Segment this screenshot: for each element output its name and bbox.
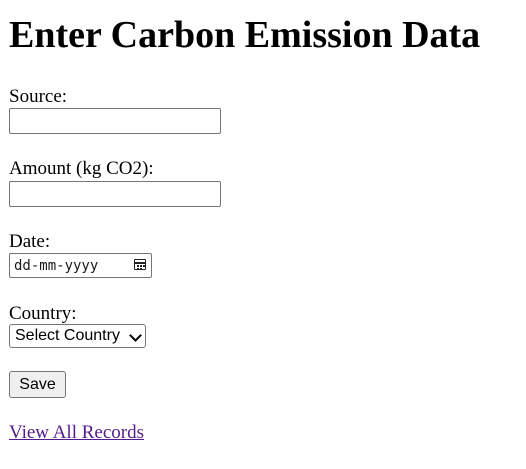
amount-input[interactable] bbox=[9, 181, 221, 207]
amount-label: Amount (kg CO2): bbox=[9, 158, 154, 179]
page-title: Enter Carbon Emission Data bbox=[9, 14, 481, 56]
save-button[interactable]: Save bbox=[9, 371, 66, 398]
view-all-records-link[interactable]: View All Records bbox=[9, 422, 145, 443]
country-select[interactable]: Select Country bbox=[9, 324, 146, 348]
country-selected-value: Select Country bbox=[15, 327, 120, 344]
source-input[interactable] bbox=[9, 108, 221, 134]
date-input[interactable]: dd-mm-yyyy bbox=[9, 253, 152, 278]
chevron-down-icon bbox=[129, 329, 142, 342]
calendar-icon[interactable] bbox=[134, 259, 146, 270]
source-label: Source: bbox=[9, 86, 68, 107]
country-label: Country: bbox=[9, 303, 77, 324]
date-placeholder: dd-mm-yyyy bbox=[14, 257, 99, 274]
date-label: Date: bbox=[9, 231, 51, 252]
